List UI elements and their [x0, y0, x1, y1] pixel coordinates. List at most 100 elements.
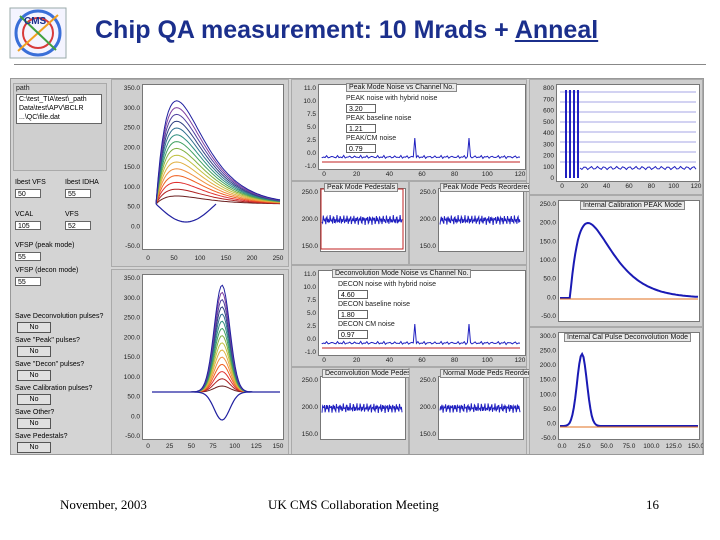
save-peak-label: Save "Peak" pulses?: [15, 337, 80, 344]
peak-noise-ytick: 11.0: [304, 85, 317, 92]
decon-pulse-chart: 350.0 300.0 250.0 200.0 150.0 100.0 50.0 0.0 -50…: [124, 275, 284, 450]
path-line-3: ...\QC\file.dat: [19, 114, 60, 121]
peak-pulse-curve: [155, 195, 281, 205]
decon-pulse-panel: 350.0 300.0 250.0 200.0 150.0 100.0 50.0 0.0 -50…: [111, 269, 289, 454]
top-right-xtick: 120: [691, 183, 702, 190]
pedestal-ytick: 150.0: [420, 243, 437, 250]
save-decon-pulses-button[interactable]: No: [17, 370, 51, 381]
peak-legend-3-value: 0.79: [346, 144, 376, 153]
peak-noise-ytick: 2.5: [307, 137, 316, 144]
peak-pulse-curve: [155, 107, 281, 205]
peak-noise-ytick: 0.0: [307, 150, 316, 157]
logo-text: CMS: [24, 16, 47, 27]
decon-pulse-ytick: 200.0: [124, 334, 141, 341]
pedestal-ytick: 250.0: [302, 377, 319, 384]
cal-decon-xtick: 0.0: [557, 443, 566, 450]
decon-pulse-negative-curve: [152, 391, 280, 421]
cms-logo: CMS: [9, 7, 67, 59]
peak-noise-ytick: 10.0: [303, 98, 316, 105]
decon-pulse-ytick: -50.0: [125, 433, 140, 440]
cal-peak-ytick: 250.0: [540, 201, 557, 208]
path-box: path C:\test_TIA\test\_path Data\test\AP…: [13, 83, 107, 171]
peak-pulse-ytick: -50.0: [125, 243, 140, 250]
vfsp-decon-input[interactable]: 55: [15, 277, 41, 286]
peak-pulse-xtick: 250: [273, 255, 284, 262]
peak-pulse-ytick: 0.0: [131, 223, 140, 230]
decon-legend-1: DECON noise with hybrid noise: [338, 281, 437, 288]
save-pedestals-label: Save Pedestals?: [15, 433, 68, 440]
path-line-1: C:\test_TIA\test\_path: [19, 96, 87, 103]
decon-legend-3: DECON CM noise: [338, 321, 395, 328]
peak-noise-xtick: 0: [322, 171, 326, 178]
ibest-vfs-label: Ibest VFS: [15, 179, 46, 186]
decon-noise-ytick: 2.5: [307, 323, 316, 330]
decon-pulse-ytick: 100.0: [124, 374, 141, 381]
cal-decon-title: Internal Cal Pulse Deconvolution Mode: [564, 333, 692, 342]
cal-decon-ytick: 100.0: [540, 391, 557, 398]
peak-noise-panel: 11.0 10.0 7.5 5.0 2.5 0.0 -1.0 0 20 40 60 80 100 120 …: [291, 79, 527, 181]
vfsp-peak-input[interactable]: 55: [15, 252, 41, 261]
cal-decon-ytick: -50.0: [541, 435, 556, 442]
cal-peak-ytick: 100.0: [540, 257, 557, 264]
normal-peds-reordered-chart: 250.0 200.0 150.0: [420, 377, 521, 438]
peak-pulse-ytick: 200.0: [124, 144, 141, 151]
decon-pulse-ytick: 300.0: [124, 295, 141, 302]
save-peak-button[interactable]: No: [17, 346, 51, 357]
cal-peak-chart: 250.0 200.0 150.0 100.0 50.0 0.0 -50.0: [540, 201, 699, 320]
page-number: 16: [646, 497, 659, 512]
cal-decon-ytick: 50.0: [543, 406, 556, 413]
normal-peds-reordered-title: Normal Mode Peds Reordered: [440, 369, 541, 378]
peak-pulse-curve: [155, 181, 280, 205]
decon-noise-ytick: 5.0: [307, 310, 316, 317]
peak-pulse-ytick: 50.0: [127, 204, 140, 211]
peak-pulse-curve: [155, 141, 281, 205]
path-field[interactable]: C:\test_TIA\test\_path Data\test\APV\BCL…: [16, 94, 102, 124]
peak-pulse-curve: [155, 113, 281, 205]
peak-pedestals-title: Peak Mode Pedestals: [324, 183, 399, 192]
cal-peak-ytick: 150.0: [540, 238, 557, 245]
ibest-idha-input[interactable]: 55: [65, 189, 91, 198]
top-right-xtick: 100: [668, 183, 679, 190]
save-calibration-button[interactable]: No: [17, 394, 51, 405]
top-right-xtick: 80: [648, 183, 656, 190]
path-line-2: Data\test\APV\BCLR: [19, 105, 84, 112]
decon-pulse-xtick: 125: [251, 443, 262, 450]
top-right-ytick: 100: [543, 164, 554, 171]
save-pedestals-button[interactable]: No: [17, 442, 51, 453]
top-right-chart: 800 700 600 500 400 300 200 100 00 20 40 60 80 100 120: [543, 85, 702, 190]
decon-noise-trace-1: [321, 323, 521, 346]
peak-pulse-xtick: 50: [170, 255, 178, 262]
vfs-input[interactable]: 52: [65, 221, 91, 230]
vcal-label: VCAL: [15, 211, 34, 218]
peak-peds-reordered-chart: 250.0 200.0 150.0: [420, 189, 521, 250]
peak-pulse-curve: [155, 161, 281, 205]
pedestal-ytick: 150.0: [420, 431, 437, 438]
cal-decon-xtick: 75.0: [623, 443, 636, 450]
decon-noise-xtick: 120: [515, 357, 526, 364]
decon-noise-ytick: 10.0: [303, 284, 316, 291]
peak-pulse-curve: [155, 154, 281, 205]
save-other-button[interactable]: No: [17, 418, 51, 429]
decon-pulse-ytick: 350.0: [124, 275, 141, 282]
peak-pulse-curve: [155, 175, 281, 205]
vcal-input[interactable]: 105: [15, 221, 41, 230]
footer-date: November, 2003: [60, 497, 147, 512]
save-decon-button[interactable]: No: [17, 322, 51, 333]
peak-noise-ytick: 7.5: [307, 111, 316, 118]
peak-peds-reordered-title: Peak Mode Peds Reordered: [440, 183, 535, 192]
cal-decon-ytick: 0.0: [547, 420, 556, 427]
cal-decon-ytick: 300.0: [540, 333, 557, 340]
top-right-xtick: 0: [560, 183, 564, 190]
ibest-vfs-input[interactable]: 50: [15, 189, 41, 198]
top-right-xtick: 60: [625, 183, 633, 190]
cal-decon-xtick: 50.0: [600, 443, 613, 450]
top-right-ytick: 200: [543, 153, 554, 160]
decon-legend-2: DECON baseline noise: [338, 301, 410, 308]
peak-pulse-xtick: 150: [221, 255, 232, 262]
decon-noise-title: Deconvolution Mode Noise vs Channel No.: [332, 269, 472, 278]
pedestal-ytick: 250.0: [420, 189, 437, 196]
peak-pulse-chart: 350.0 300.0 250.0 200.0 150.0 100.0 50.0 0.0 -50…: [124, 85, 284, 262]
cal-decon-xtick: 125.0: [666, 443, 683, 450]
peak-pulse-curve: [155, 100, 281, 205]
peak-pulse-xtick: 200: [247, 255, 258, 262]
